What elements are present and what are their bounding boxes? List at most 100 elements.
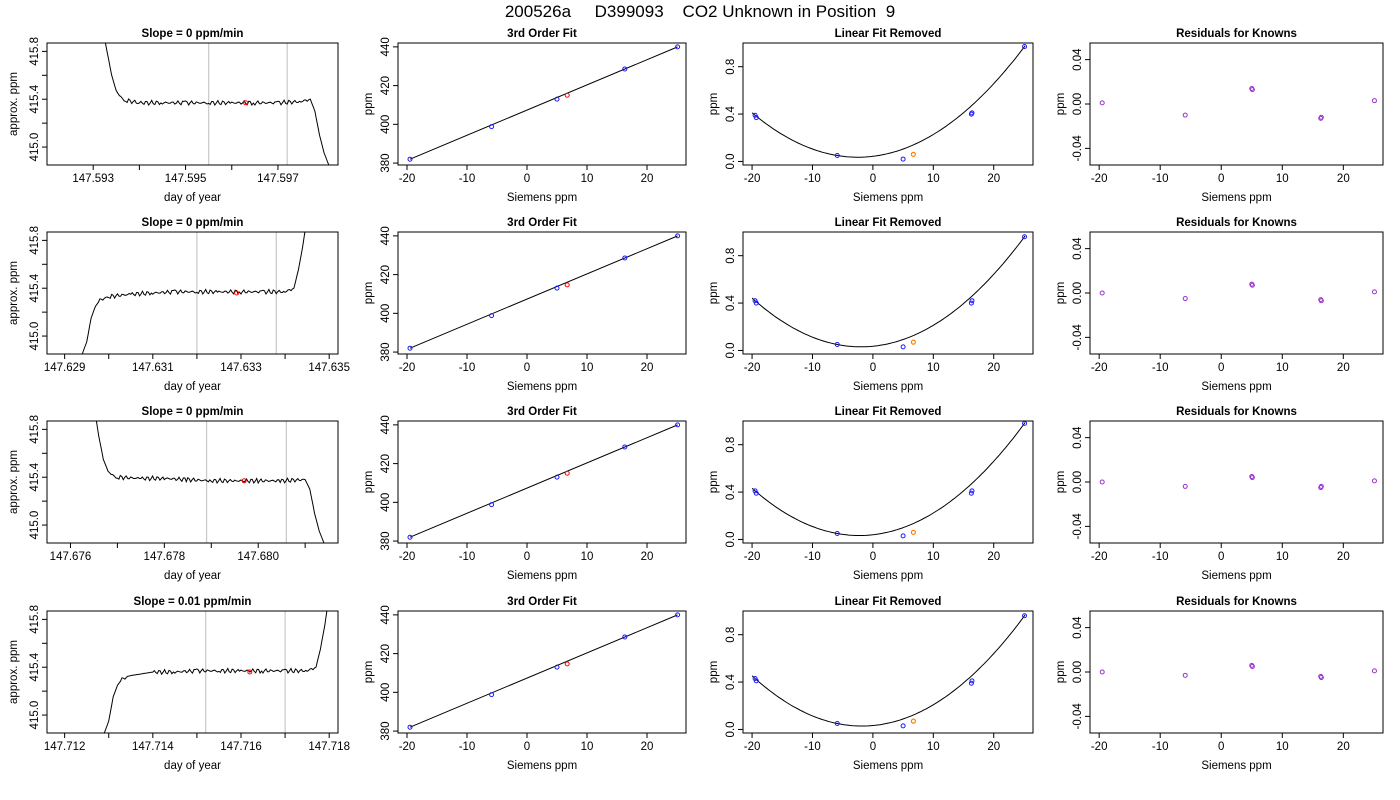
x-tick-label: -10 — [1152, 551, 1169, 563]
panel-fit-row-2: 3rd Order Fit Siemens ppm ppm -20 -10 0 10 20 38… — [363, 217, 687, 393]
x-tick-label: 147.635 — [308, 362, 350, 374]
known-point — [969, 488, 975, 494]
x-tick-label: 147.633 — [220, 362, 262, 374]
residual-point — [1249, 87, 1255, 93]
x-tick-label: 10 — [1276, 173, 1289, 185]
x-tick-label: -20 — [399, 551, 416, 563]
x-tick-label: 20 — [641, 362, 654, 374]
x-axis-label: Siemens ppm — [853, 570, 923, 582]
known-point — [969, 678, 975, 684]
plot-area — [751, 234, 1028, 350]
panel-title: Residuals for Knowns — [1176, 217, 1297, 229]
y-tick-label: 415.0 — [29, 701, 41, 730]
x-tick-label: 20 — [641, 551, 654, 563]
x-tick-label: 0 — [1218, 173, 1224, 185]
fit-line — [409, 614, 678, 728]
known-point — [675, 233, 681, 239]
y-tick-label: 380 — [380, 531, 392, 550]
x-tick-label: -10 — [804, 362, 821, 374]
residual-point — [1371, 668, 1377, 674]
plot-frame — [742, 231, 1034, 355]
y-tick-label: 415.0 — [29, 511, 41, 540]
plot-area — [104, 43, 330, 165]
known-point — [675, 44, 681, 50]
x-tick-label: 20 — [987, 551, 1000, 563]
known-point — [407, 534, 413, 540]
x-axis-label: Siemens ppm — [1201, 570, 1271, 582]
x-tick-label: -10 — [459, 173, 476, 185]
residual-point — [1371, 478, 1377, 484]
panel-lin-row-3: Linear Fit Removed Siemens ppm ppm -20 -10 0 1… — [708, 406, 1034, 582]
x-tick-label: 0 — [870, 551, 876, 563]
known-point — [622, 444, 628, 450]
y-axis-label: ppm — [1055, 93, 1067, 115]
plot-area — [1099, 662, 1377, 681]
plot-area — [103, 611, 328, 733]
y-tick-label: 0.4 — [725, 105, 737, 122]
y-tick-label: 0.8 — [725, 59, 737, 75]
unknown-point — [910, 151, 916, 157]
known-point — [622, 255, 628, 261]
trace-line — [104, 43, 330, 165]
x-axis-label: Siemens ppm — [507, 381, 577, 393]
y-tick-label: 0.00 — [1072, 282, 1084, 304]
y-tick-label: 440 — [380, 415, 392, 434]
known-point — [1022, 44, 1028, 50]
y-tick-label: -0.04 — [1072, 513, 1084, 540]
y-tick-label: 400 — [380, 683, 392, 702]
sample-mean-point — [247, 669, 253, 675]
x-tick-label: -20 — [399, 362, 416, 374]
x-tick-label: 20 — [1337, 173, 1350, 185]
y-tick-label: 0.0 — [725, 531, 737, 547]
known-point — [489, 124, 495, 130]
known-point — [554, 96, 560, 102]
x-tick-label: 0 — [1218, 551, 1224, 563]
x-tick-label: 0 — [524, 362, 530, 374]
panel-fit-row-4: 3rd Order Fit Siemens ppm ppm -20 -10 0 10 20 38… — [363, 596, 687, 772]
x-tick-label: -10 — [1152, 362, 1169, 374]
y-tick-label: 415.4 — [29, 462, 41, 491]
x-tick-label: 10 — [927, 741, 940, 753]
x-tick-label: 147.678 — [144, 551, 186, 563]
x-tick-label: 10 — [581, 173, 594, 185]
y-tick-label: 380 — [380, 153, 392, 172]
y-tick-label: 0.8 — [725, 437, 737, 453]
residual-point — [1249, 282, 1255, 288]
x-axis-label: Siemens ppm — [1201, 381, 1271, 393]
known-point — [969, 298, 975, 304]
plot-frame — [46, 610, 339, 734]
plot-frame — [46, 231, 339, 355]
fit-curve — [751, 45, 1026, 158]
sample-mean-point — [243, 100, 249, 106]
known-point — [554, 664, 560, 670]
y-tick-label: 415.8 — [29, 37, 41, 66]
y-tick-label: 415.0 — [29, 322, 41, 351]
y-tick-label: 0.4 — [725, 483, 737, 500]
plot-frame — [742, 610, 1034, 734]
known-point — [900, 156, 906, 162]
known-point — [753, 490, 759, 496]
fit-curve — [751, 422, 1026, 536]
x-axis-label: Siemens ppm — [853, 192, 923, 204]
x-tick-label: 20 — [987, 362, 1000, 374]
x-tick-label: 0 — [870, 362, 876, 374]
plot-frame — [397, 420, 687, 544]
y-axis-label: approx. ppm — [8, 261, 20, 325]
panel-title: Linear Fit Removed — [835, 217, 942, 229]
panel-title: 3rd Order Fit — [507, 217, 577, 229]
y-axis-label: ppm — [1055, 661, 1067, 683]
panel-title: Slope = 0 ppm/min — [142, 28, 244, 40]
plot-area — [1099, 281, 1377, 304]
residual-point — [1099, 290, 1105, 296]
panel-res-row-1: Residuals for Knowns Siemens ppm ppm -20 -10… — [1055, 28, 1384, 204]
y-tick-label: 400 — [380, 304, 392, 323]
plot-area — [1099, 473, 1377, 491]
x-tick-label: -20 — [744, 551, 761, 563]
x-tick-label: -20 — [1091, 173, 1108, 185]
x-axis-label: Siemens ppm — [507, 192, 577, 204]
residual-point — [1318, 483, 1324, 489]
y-axis-label: ppm — [708, 471, 720, 493]
panel-title: Slope = 0 ppm/min — [142, 406, 244, 418]
known-point — [554, 474, 560, 480]
y-tick-label: 380 — [380, 342, 392, 361]
